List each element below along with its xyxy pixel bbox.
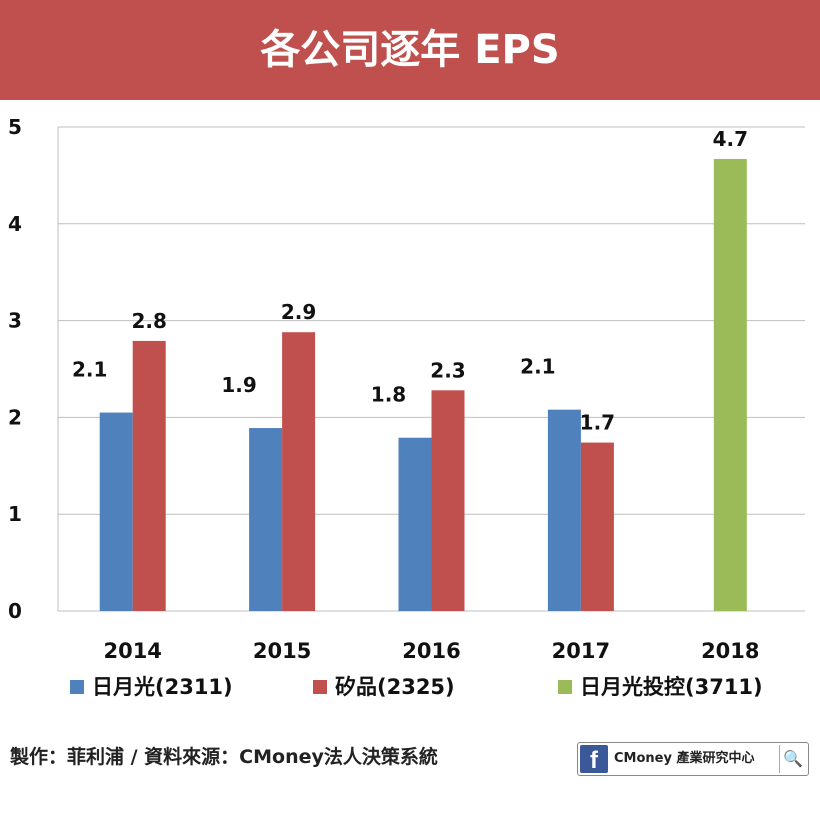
- data-label: 2.1: [520, 355, 555, 379]
- title-bar: 各公司逐年 EPS: [0, 0, 820, 100]
- eps-bar-chart: 0 1 2 3 4 5 2.1 2.8 2014 1.9 2.9 2015 1.8 2.3 2016 2.1 1…: [8, 115, 805, 699]
- bar: [282, 332, 316, 611]
- y-tick-label: 1: [8, 502, 22, 526]
- legend-swatch: [558, 680, 572, 694]
- bar: [547, 409, 581, 611]
- bar: [713, 158, 747, 611]
- bar: [398, 437, 432, 611]
- data-label: 1.7: [580, 411, 615, 435]
- legend-label: 矽品(2325): [335, 675, 455, 699]
- data-label: 2.1: [72, 358, 107, 382]
- facebook-icon: f: [580, 745, 608, 774]
- x-tick-label: 2016: [402, 639, 460, 663]
- facebook-badge[interactable]: f CMoney 產業研究中心 🔍: [577, 742, 809, 776]
- bar: [249, 428, 283, 611]
- legend-swatch: [313, 680, 327, 694]
- data-label: 2.3: [430, 358, 465, 382]
- x-tick-label: 2018: [701, 639, 759, 663]
- chart-area: 0 1 2 3 4 5 2.1 2.8 2014 1.9 2.9 2015 1.8 2.3 2016 2.1 1…: [0, 104, 820, 719]
- y-tick-label: 3: [8, 309, 22, 333]
- footer-credit: 製作：菲利浦 / 資料來源：CMoney法人決策系統: [10, 746, 438, 768]
- bar: [580, 442, 614, 611]
- bar: [99, 412, 133, 611]
- legend-swatch: [70, 680, 84, 694]
- x-tick-label: 2015: [253, 639, 311, 663]
- data-label: 1.9: [221, 373, 256, 397]
- page-title: 各公司逐年 EPS: [260, 27, 560, 73]
- search-icon[interactable]: 🔍: [779, 745, 806, 773]
- data-label: 2.8: [131, 309, 166, 333]
- data-label: 1.8: [371, 383, 406, 407]
- facebook-badge-label: CMoney 產業研究中心: [614, 751, 755, 766]
- y-tick-label: 4: [8, 212, 22, 236]
- data-label: 4.7: [713, 127, 748, 151]
- y-tick-label: 5: [8, 115, 22, 139]
- legend-label: 日月光投控(3711): [580, 675, 763, 699]
- x-tick-label: 2017: [552, 639, 610, 663]
- legend-label: 日月光(2311): [92, 675, 233, 699]
- bar: [431, 390, 465, 611]
- y-tick-label: 2: [8, 405, 22, 429]
- y-tick-label: 0: [8, 599, 22, 623]
- x-tick-label: 2014: [103, 639, 161, 663]
- data-label: 2.9: [281, 300, 316, 324]
- bar: [132, 340, 166, 611]
